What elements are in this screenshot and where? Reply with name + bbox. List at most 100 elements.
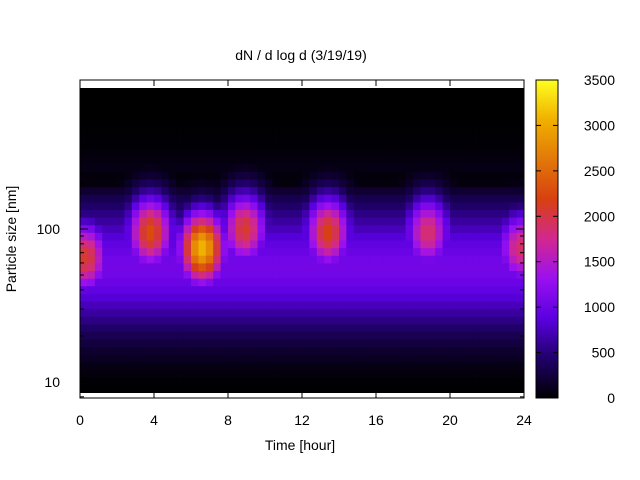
heatmap-cell (405, 271, 414, 280)
heatmap-cell (242, 95, 251, 104)
heatmap-cell (427, 271, 436, 280)
heatmap-cell (501, 332, 510, 341)
heatmap-cell (309, 110, 318, 120)
heatmap-cell (272, 293, 281, 303)
heatmap-cell (294, 324, 303, 333)
heatmap-cell (339, 263, 347, 272)
heatmap-cell (287, 316, 296, 325)
heatmap-cell (294, 110, 303, 120)
heatmap-cell (250, 354, 259, 364)
heatmap-cell (94, 179, 103, 188)
heatmap-cell (124, 293, 133, 303)
heatmap-cell (220, 354, 229, 364)
heatmap-cell (479, 210, 488, 219)
heatmap-cell (287, 118, 296, 127)
heatmap-cell (413, 126, 421, 135)
heatmap-cell (398, 248, 407, 257)
heatmap-cell (427, 339, 436, 348)
heatmap-cell (390, 316, 399, 325)
heatmap-cell (383, 316, 392, 325)
heatmap-cell (494, 286, 503, 295)
heatmap-cell (228, 118, 236, 127)
heatmap-cell (102, 370, 111, 379)
heatmap-cell (250, 232, 259, 242)
heatmap-cell (176, 156, 185, 165)
heatmap-cell (191, 263, 199, 272)
heatmap-cell (361, 339, 370, 348)
heatmap-cell (450, 293, 458, 303)
heatmap-cell (494, 370, 503, 379)
heatmap-cell (479, 370, 488, 379)
heatmap-cell (161, 354, 170, 364)
heatmap-cell (442, 103, 451, 112)
heatmap-cell (324, 332, 333, 341)
heatmap-cell (109, 339, 118, 348)
heatmap-cell (398, 187, 407, 196)
heatmap-cell (87, 164, 96, 173)
heatmap-cell (279, 194, 288, 203)
heatmap-cell (383, 339, 392, 348)
heatmap-cell (413, 202, 421, 211)
heatmap-cell (464, 324, 473, 333)
heatmap-cell (390, 126, 399, 135)
heatmap-cell (205, 103, 214, 112)
heatmap-cell (487, 156, 495, 165)
heatmap-cell (154, 156, 162, 165)
heatmap-cell (494, 232, 503, 242)
heatmap-cell (339, 225, 347, 234)
heatmap-cell (309, 194, 318, 203)
heatmap-cell (94, 232, 103, 242)
heatmap-cell (124, 179, 133, 188)
heatmap-cell (361, 217, 370, 226)
heatmap-cell (242, 332, 251, 341)
heatmap-cell (390, 362, 399, 371)
heatmap-cell (117, 370, 125, 379)
heatmap-cell (324, 225, 333, 234)
heatmap-cell (220, 171, 229, 181)
heatmap-cell (176, 194, 185, 203)
heatmap-cell (494, 171, 503, 181)
heatmap-cell (472, 156, 481, 165)
heatmap-cell (294, 210, 303, 219)
heatmap-cell (376, 133, 384, 142)
heatmap-cell (361, 210, 370, 219)
heatmap-cell (294, 133, 303, 142)
heatmap-cell (405, 110, 414, 120)
heatmap-cell (87, 354, 96, 364)
heatmap-cell (442, 88, 451, 97)
heatmap-cell (353, 179, 362, 188)
heatmap-cell (139, 332, 148, 341)
heatmap-cell (242, 362, 251, 371)
heatmap-cell (427, 156, 436, 165)
heatmap-cell (398, 385, 407, 393)
heatmap-cell (509, 339, 518, 348)
heatmap-cell (464, 339, 473, 348)
heatmap-cell (324, 95, 333, 104)
heatmap-cell (205, 133, 214, 142)
heatmap-cell (80, 240, 88, 249)
heatmap-cell (161, 377, 170, 386)
heatmap-cell (117, 324, 125, 333)
heatmap-cell (191, 194, 199, 203)
heatmap-cell (176, 103, 185, 112)
heatmap-cell (383, 171, 392, 181)
heatmap-cell (287, 141, 296, 150)
heatmap-cell (191, 248, 199, 257)
heatmap-cell (117, 156, 125, 165)
heatmap-cell (117, 301, 125, 310)
heatmap-cell (109, 164, 118, 173)
heatmap-cell (376, 354, 384, 364)
heatmap-cell (220, 225, 229, 234)
heatmap-cell (279, 126, 288, 135)
heatmap-cell (501, 248, 510, 257)
heatmap-cell (324, 354, 333, 364)
heatmap-cell (501, 271, 510, 280)
heatmap-cell (87, 95, 96, 104)
heatmap-cell (242, 217, 251, 226)
heatmap-cell (176, 118, 185, 127)
heatmap-cell (265, 126, 273, 135)
heatmap-cell (176, 110, 185, 120)
heatmap-cell (398, 194, 407, 203)
heatmap-cell (235, 271, 244, 280)
heatmap-cell (213, 110, 222, 120)
